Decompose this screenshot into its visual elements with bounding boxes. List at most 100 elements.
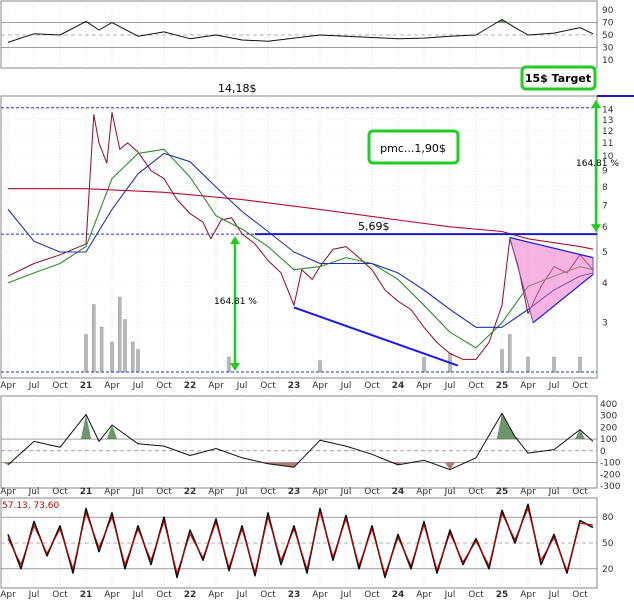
x-axis-label: Oct [468,487,484,497]
volume-bar [500,349,504,373]
x-axis-label: Apr [208,590,224,600]
x-axis-label: Oct [260,381,276,391]
top-osc-tick-label: 70 [602,19,614,29]
x-axis-label: Apr [208,381,224,391]
volume-bar [422,356,426,373]
pct-label-right: 164.81 % [576,159,619,169]
gridlines [1,1,597,588]
stochastic-values-label: 57.13, 73.60 [2,501,60,511]
top-osc-tick-label: 10 [602,56,614,66]
arrow-head-down [591,224,601,233]
momentum-positive-fill [496,413,521,440]
volume-bar [131,341,135,373]
pmc-box [367,129,460,165]
price-tick-label: 3 [602,319,608,329]
x-axis-label: Jul [444,381,456,391]
top-osc-overbought-fill [496,19,508,23]
stochastic-d-line [7,508,594,575]
volume-bar [136,349,140,373]
x-axis-label: Apr [0,487,16,497]
downtrend-line [293,306,459,367]
x-axis-label: Oct [260,590,276,600]
triangle-lower-line [532,274,594,324]
x-axis-label: Oct [364,487,380,497]
x-axis-label: 22 [184,590,197,600]
price-tick-label: 8 [602,183,608,193]
volume-bar [526,356,530,373]
x-axis-label: Oct [156,381,172,391]
momentum-tick-label: -200 [600,470,621,480]
x-axis-label: Jul [340,487,352,497]
x-axis-label: Jul [236,381,248,391]
x-axis-label: Jul [28,381,40,391]
x-axis-label: Apr [0,381,16,391]
x-axis-label: Jul [340,381,352,391]
x-axis-label: Oct [52,590,68,600]
left-percent-arrow [230,236,240,371]
x-axis-label: Jul [444,487,456,497]
x-axis-label: Jul [28,487,40,497]
price-series-lines [2,19,594,579]
volume-bar [92,304,96,373]
volume-bar [123,319,127,373]
x-axis-label: Oct [52,381,68,391]
x-axis-label: Apr [312,487,328,497]
x-axis-label: Apr [416,381,432,391]
pmc-label: pmc...1,90$ [380,142,446,155]
x-axis-label: Jul [132,590,144,600]
x-axis-label: Jul [340,590,352,600]
x-axis-label: Oct [52,487,68,497]
x-axis-label: Apr [104,381,120,391]
x-axis-label: 24 [392,381,405,391]
price-tick-label: 13 [602,116,613,126]
x-axis-label: Oct [364,590,380,600]
x-axis-label: Apr [520,487,536,497]
momentum-tick-label: 0 [600,447,606,457]
x-axis-label: Jul [548,381,560,391]
long-ma-line [8,188,594,250]
resistance-label: 5,69$ [358,220,390,233]
price-tick-label: 7 [602,201,608,211]
momentum-negative-fill [262,462,300,468]
right-percent-arrow [591,100,601,233]
x-axis-label: Apr [312,590,328,600]
volume-bar [99,326,104,373]
slow-ma-line [7,152,594,328]
volume-bar [118,296,122,373]
x-axis-label: 22 [184,381,197,391]
x-axis-label: 22 [184,487,197,497]
x-axis-label: Jul [548,590,560,600]
momentum-tick-label: -100 [600,459,621,469]
x-axis-label: Oct [572,381,588,391]
price-tick-label: 12 [602,127,613,137]
x-axis-label: 25 [496,590,509,600]
volume-bar [578,356,582,373]
x-axis-label: Jul [548,487,560,497]
x-axis-label: Jul [444,590,456,600]
x-axis-label: Oct [364,381,380,391]
stochastic-tick-label: 50 [602,539,614,549]
volume-bar [227,356,231,373]
x-axis-label: Apr [416,590,432,600]
x-axis-label: Apr [520,590,536,600]
x-axis-label: 21 [80,381,93,391]
x-axis-label: Oct [572,487,588,497]
x-axis-label: Jul [236,487,248,497]
price-tick-label: 5 [602,248,608,258]
target-label: 15$ Target [525,72,591,85]
x-axis-label: 25 [496,487,509,497]
x-axis-label: 23 [288,590,301,600]
arrow-head-up [230,236,240,245]
x-axis-label: 24 [392,487,405,497]
x-axis-label: Apr [104,590,120,600]
top-osc-tick-label: 90 [602,6,614,16]
x-axis-label: Jul [132,381,144,391]
x-axis-label: Oct [572,590,588,600]
momentum-negative-fill [444,462,456,470]
momentum-positive-fill [106,424,118,440]
x-axis-label: 21 [80,487,93,497]
momentum-line [7,412,594,471]
price-tick-label: 6 [602,223,608,233]
